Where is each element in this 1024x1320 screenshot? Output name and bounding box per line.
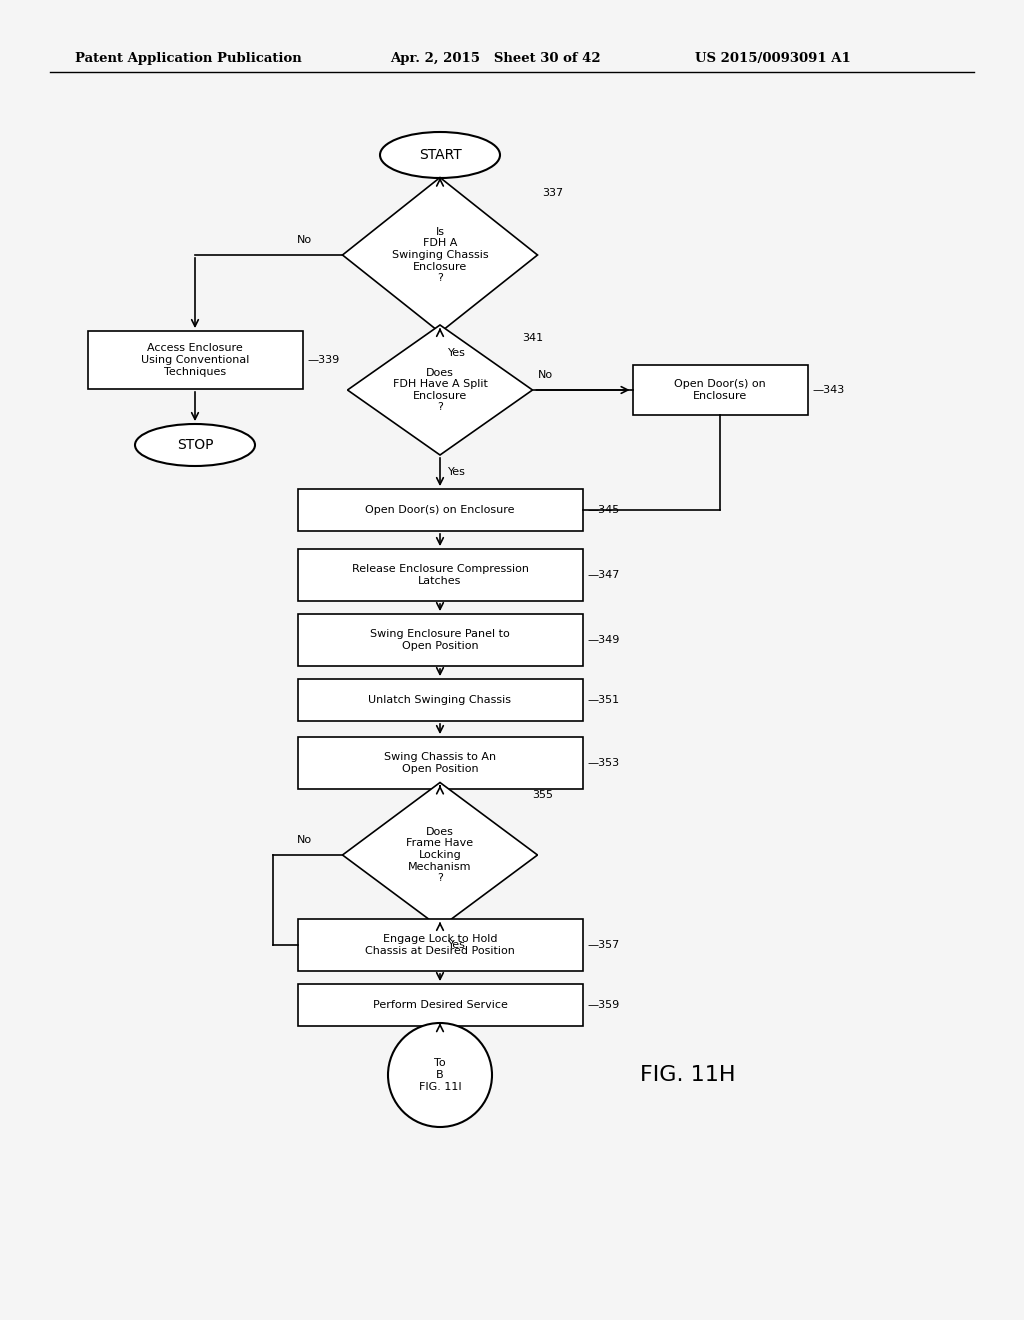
- Text: START: START: [419, 148, 462, 162]
- Text: Yes: Yes: [449, 467, 466, 477]
- Text: 341: 341: [522, 333, 544, 343]
- Polygon shape: [342, 177, 538, 333]
- Text: FIG. 11H: FIG. 11H: [640, 1065, 735, 1085]
- Text: Access Enclosure
Using Conventional
Techniques: Access Enclosure Using Conventional Tech…: [141, 343, 249, 376]
- FancyBboxPatch shape: [298, 737, 583, 789]
- Text: No: No: [297, 836, 312, 845]
- Text: 337: 337: [543, 187, 563, 198]
- Text: Yes: Yes: [449, 347, 466, 358]
- Text: Swing Chassis to An
Open Position: Swing Chassis to An Open Position: [384, 752, 496, 774]
- Text: No: No: [538, 370, 553, 380]
- Text: Swing Enclosure Panel to
Open Position: Swing Enclosure Panel to Open Position: [370, 630, 510, 651]
- Text: US 2015/0093091 A1: US 2015/0093091 A1: [695, 51, 851, 65]
- FancyBboxPatch shape: [298, 983, 583, 1026]
- FancyBboxPatch shape: [298, 549, 583, 601]
- Text: Open Door(s) on
Enclosure: Open Door(s) on Enclosure: [674, 379, 766, 401]
- Text: —359: —359: [588, 1001, 620, 1010]
- Text: No: No: [297, 235, 312, 246]
- Ellipse shape: [380, 132, 500, 178]
- Text: Does
FDH Have A Split
Enclosure
?: Does FDH Have A Split Enclosure ?: [392, 367, 487, 412]
- Text: Engage Lock to Hold
Chassis at Desired Position: Engage Lock to Hold Chassis at Desired P…: [366, 935, 515, 956]
- Text: —345: —345: [588, 506, 620, 515]
- FancyBboxPatch shape: [298, 614, 583, 667]
- Text: Yes: Yes: [449, 940, 466, 949]
- Text: —339: —339: [307, 355, 340, 366]
- Text: —353: —353: [588, 758, 620, 768]
- FancyBboxPatch shape: [633, 366, 808, 414]
- Text: —347: —347: [588, 570, 620, 579]
- FancyBboxPatch shape: [87, 331, 302, 389]
- FancyBboxPatch shape: [298, 919, 583, 972]
- Text: Unlatch Swinging Chassis: Unlatch Swinging Chassis: [369, 696, 512, 705]
- Text: —357: —357: [588, 940, 620, 950]
- Text: STOP: STOP: [177, 438, 213, 451]
- Text: Does
Frame Have
Locking
Mechanism
?: Does Frame Have Locking Mechanism ?: [407, 826, 473, 883]
- Text: Perform Desired Service: Perform Desired Service: [373, 1001, 508, 1010]
- Text: To
B
FIG. 11I: To B FIG. 11I: [419, 1059, 462, 1092]
- Ellipse shape: [135, 424, 255, 466]
- Text: Open Door(s) on Enclosure: Open Door(s) on Enclosure: [366, 506, 515, 515]
- Text: Release Enclosure Compression
Latches: Release Enclosure Compression Latches: [351, 564, 528, 586]
- Text: —351: —351: [588, 696, 620, 705]
- Circle shape: [388, 1023, 492, 1127]
- FancyBboxPatch shape: [298, 678, 583, 721]
- Polygon shape: [342, 783, 538, 928]
- Text: —343: —343: [812, 385, 845, 395]
- Text: Apr. 2, 2015   Sheet 30 of 42: Apr. 2, 2015 Sheet 30 of 42: [390, 51, 601, 65]
- Text: Is
FDH A
Swinging Chassis
Enclosure
?: Is FDH A Swinging Chassis Enclosure ?: [392, 227, 488, 284]
- Text: Patent Application Publication: Patent Application Publication: [75, 51, 302, 65]
- Text: —349: —349: [588, 635, 620, 645]
- FancyBboxPatch shape: [298, 488, 583, 531]
- Polygon shape: [347, 325, 532, 455]
- Text: 355: 355: [532, 791, 554, 800]
